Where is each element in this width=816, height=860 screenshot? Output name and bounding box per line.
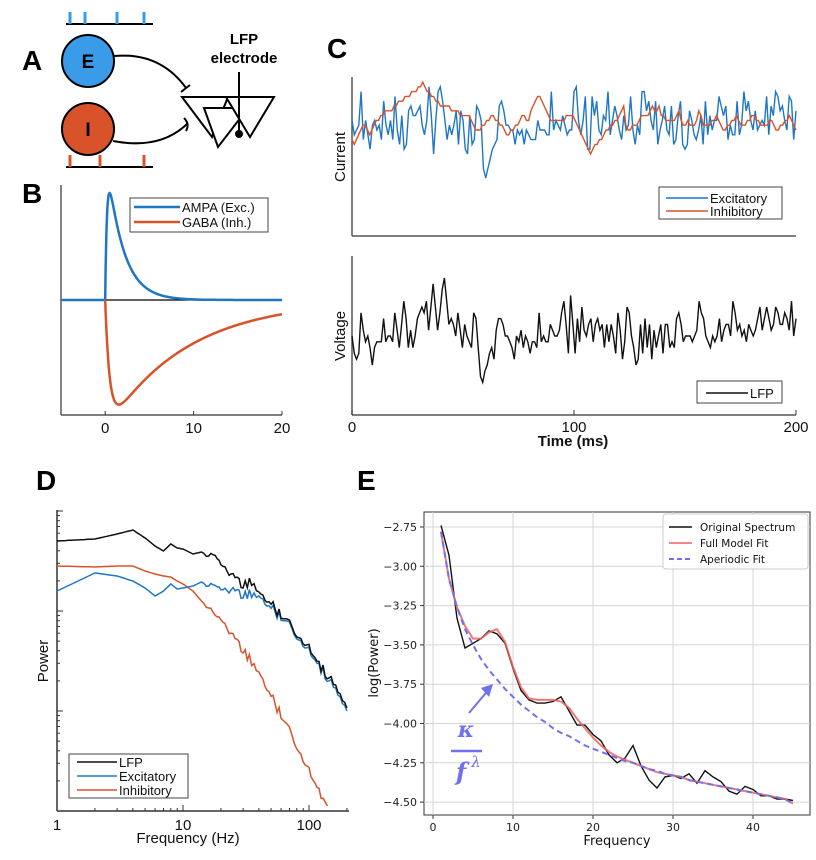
e-x-tick-label: 30 [666,821,680,834]
e-aperiodic-fit-line [440,531,794,805]
excitatory-neuron [61,34,115,88]
e-x-tick-label: 40 [746,821,760,834]
c-legend-lfp-label: LFP [750,386,774,401]
i-synapse-axon [112,123,188,145]
panel-a: A E I LFP electrode [22,12,278,168]
e-annotation-denominator: f [454,757,470,786]
inhibitory-neuron-label: I [85,120,90,141]
e-y-tick-label: −4.00 [383,718,417,731]
c-top-ylabel: Current [332,131,349,182]
d-x-ticks: 1 10 100 [53,805,322,834]
e-y-tick-label: −2.75 [383,521,417,534]
b-legend: AMPA (Exc.) GABA (Inh.) [129,197,269,233]
c-bottom-legend: LFP [696,380,783,404]
c-lfp-line [351,277,797,385]
e-original-spectrum-line [440,525,794,802]
electrode-label-line2: electrode [211,50,278,67]
d-xlabel: Frequency (Hz) [136,830,239,847]
electrode-label-line1: LFP [230,31,258,48]
e-ylabel: log(Power) [367,628,382,697]
e-y-tick-label: −3.50 [383,639,417,652]
c-inhibitory-line [351,80,797,156]
d-x-tick-label: 10 [175,817,192,834]
c-x-tick-label: 100 [561,419,586,436]
e-x-tick-label: 0 [430,821,437,834]
e-y-tick-label: −3.25 [383,600,417,613]
e-legend-original-label: Original Spectrum [700,522,795,534]
e-legend: Original Spectrum Full Model Fit Aperiod… [662,513,809,570]
e-annotation-numerator: κ [457,717,475,743]
e-annotation-exponent: λ [470,753,481,771]
inhibitory-neuron [61,102,115,156]
b-gaba-line [103,299,283,406]
e-y-tick-label: −3.00 [383,560,417,573]
c-bottom-legend-box [696,380,783,404]
c-x-tick-label: 200 [783,419,808,436]
panel-c: C Current Excitatory Inhibitory Voltage … [327,33,809,450]
i-spike-ticks [68,155,146,167]
c-legend-inhibitory-label: Inhibitory [710,204,763,219]
b-legend-ampa-label: AMPA (Exc.) [182,200,255,215]
d-legend-inhibitory-label: Inhibitory [119,783,172,798]
c-top-legend: Excitatory Inhibitory [658,186,783,220]
e-y-tick-label: −3.75 [383,678,417,691]
d-lfp-line [56,529,348,709]
e-full-model-fit-line [440,531,794,805]
panel-b: B 0 10 20 AMPA (Exc.) GABA (Inh.) [22,178,290,437]
electrode-tip [235,130,243,138]
e-x-ticks: 0 10 20 30 40 [430,815,760,834]
e-xlabel: Frequency [583,834,650,849]
d-legend-excitatory-label: Excitatory [119,769,177,784]
c-legend-excitatory-label: Excitatory [710,191,768,206]
d-x-tick-label: 1 [53,817,61,834]
c-xlabel: Time (ms) [538,433,609,450]
d-inhibitory-line [56,565,329,807]
panel-letter-d: D [36,465,56,496]
d-ylabel: Power [35,640,52,683]
e-annotation: κ f λ [451,684,493,786]
d-excitatory-line [56,572,348,712]
c-x-ticks: 0 100 200 [348,410,809,436]
b-x-tick-label: 0 [101,420,109,437]
panel-letter-b: B [22,178,42,209]
d-legend-lfp-label: LFP [119,755,143,770]
d-legend: LFP Excitatory Inhibitory [68,753,189,799]
c-x-tick-label: 0 [348,419,356,436]
panel-letter-a: A [22,45,42,76]
e-x-tick-label: 10 [506,821,520,834]
e-legend-box [662,513,809,570]
panel-letter-c: C [327,33,347,64]
d-minor-ticks [57,510,348,811]
c-excitatory-line [351,84,797,179]
b-x-tick-label: 20 [274,420,291,437]
e-y-ticks: −2.75 −3.00 −3.25 −3.50 −3.75 −4.00 −4.25 −4.50 [383,521,424,809]
panel-e: E −2.75 −3.00 −3.25 −3.50 −3.75 −4.00 −4.25 −4.… [357,465,811,849]
e-legend-aperiodic-label: Aperiodic Fit [700,554,765,566]
i-synapse-terminal [183,117,189,132]
c-top-legend-box [658,186,783,220]
b-legend-box [129,197,269,233]
e-spike-ticks [68,12,146,24]
e-x-tick-label: 20 [586,821,600,834]
panel-d: D 1 10 100 Power Frequency (Hz) LFP Excita… [35,465,349,847]
d-x-tick-label: 100 [296,817,321,834]
pyramidal-cell [202,107,251,150]
e-y-tick-label: −4.50 [383,796,417,809]
b-legend-gaba-label: GABA (Inh.) [182,215,251,230]
panel-letter-e: E [357,465,376,496]
b-ampa-line [61,191,282,302]
c-bottom-ylabel: Voltage [332,311,349,361]
e-annotation-arrow-head [481,684,493,697]
excitatory-neuron-label: E [82,52,95,73]
b-x-ticks: 0 10 20 [101,411,290,437]
e-synapse-axon [113,54,187,89]
e-legend-full-fit-label: Full Model Fit [700,538,768,550]
b-x-tick-label: 10 [185,420,202,437]
e-synapse-terminal [180,84,191,93]
e-y-tick-label: −4.25 [383,757,417,770]
